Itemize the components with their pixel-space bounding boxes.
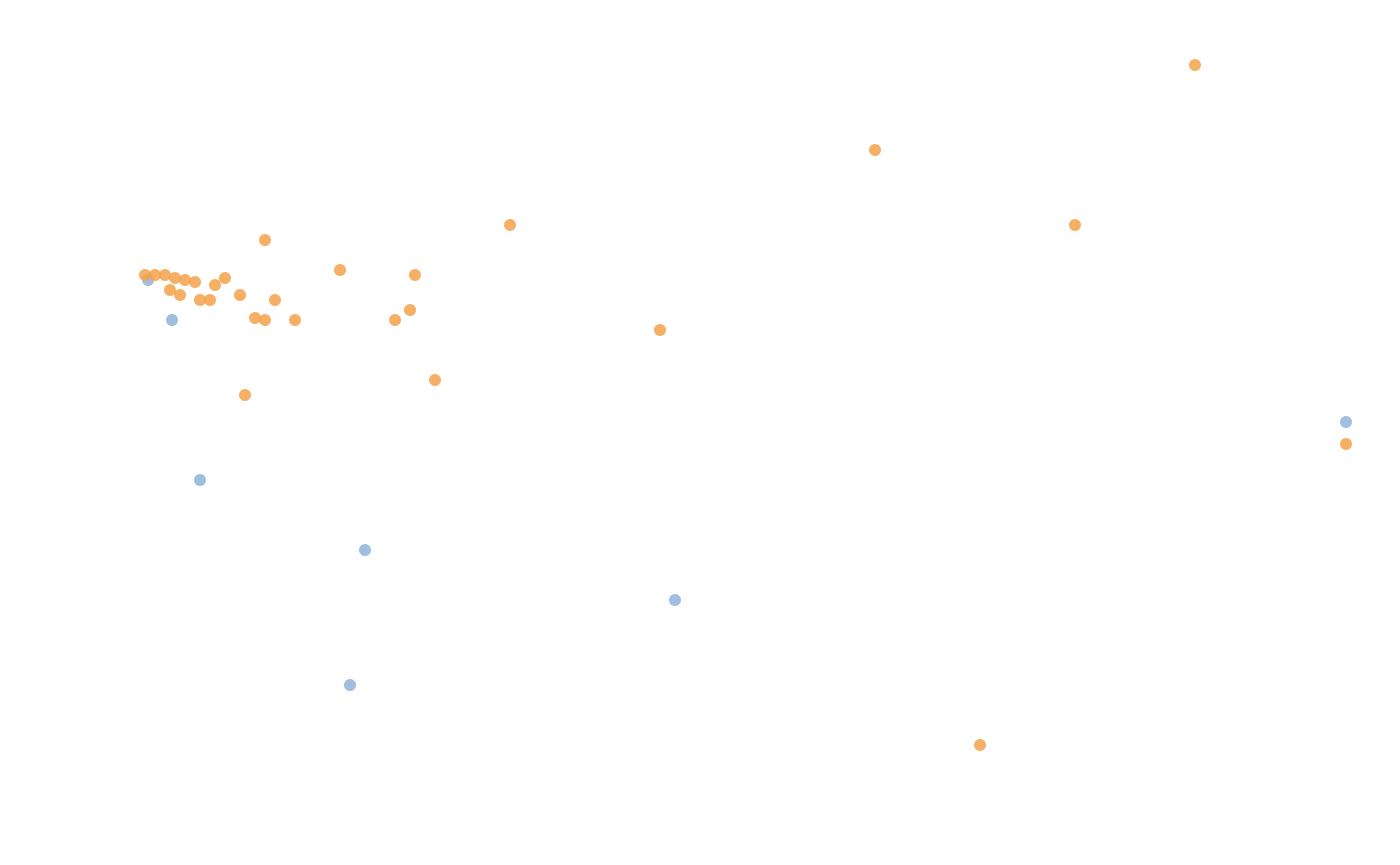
legend — [1340, 416, 1360, 450]
point-series-b-7 — [174, 289, 186, 301]
point-series-b-27 — [1069, 219, 1081, 231]
point-series-b-24 — [504, 219, 516, 231]
legend-item-series-a — [1340, 416, 1360, 428]
scatter-chart — [0, 0, 1400, 865]
legend-item-series-b — [1340, 438, 1360, 450]
point-series-b-22 — [389, 314, 401, 326]
point-series-b-20 — [409, 269, 421, 281]
point-series-b-29 — [1189, 59, 1201, 71]
point-series-b-21 — [429, 374, 441, 386]
point-series-b-19 — [334, 264, 346, 276]
point-series-b-15 — [269, 294, 281, 306]
point-series-b-16 — [289, 314, 301, 326]
point-series-a-4 — [344, 679, 356, 691]
point-series-b-9 — [204, 294, 216, 306]
point-series-b-23 — [404, 304, 416, 316]
point-series-b-28 — [974, 739, 986, 751]
legend-swatch-series-b — [1340, 438, 1352, 450]
point-series-b-25 — [654, 324, 666, 336]
point-series-b-12 — [234, 289, 246, 301]
point-series-a-3 — [359, 544, 371, 556]
point-series-b-26 — [869, 144, 881, 156]
point-series-a-5 — [669, 594, 681, 606]
point-series-b-17 — [239, 389, 251, 401]
point-series-b-5 — [189, 276, 201, 288]
point-series-b-11 — [219, 272, 231, 284]
legend-swatch-series-a — [1340, 416, 1352, 428]
point-series-b-14 — [259, 314, 271, 326]
point-series-a-1 — [166, 314, 178, 326]
point-series-a-2 — [194, 474, 206, 486]
point-series-b-18 — [259, 234, 271, 246]
